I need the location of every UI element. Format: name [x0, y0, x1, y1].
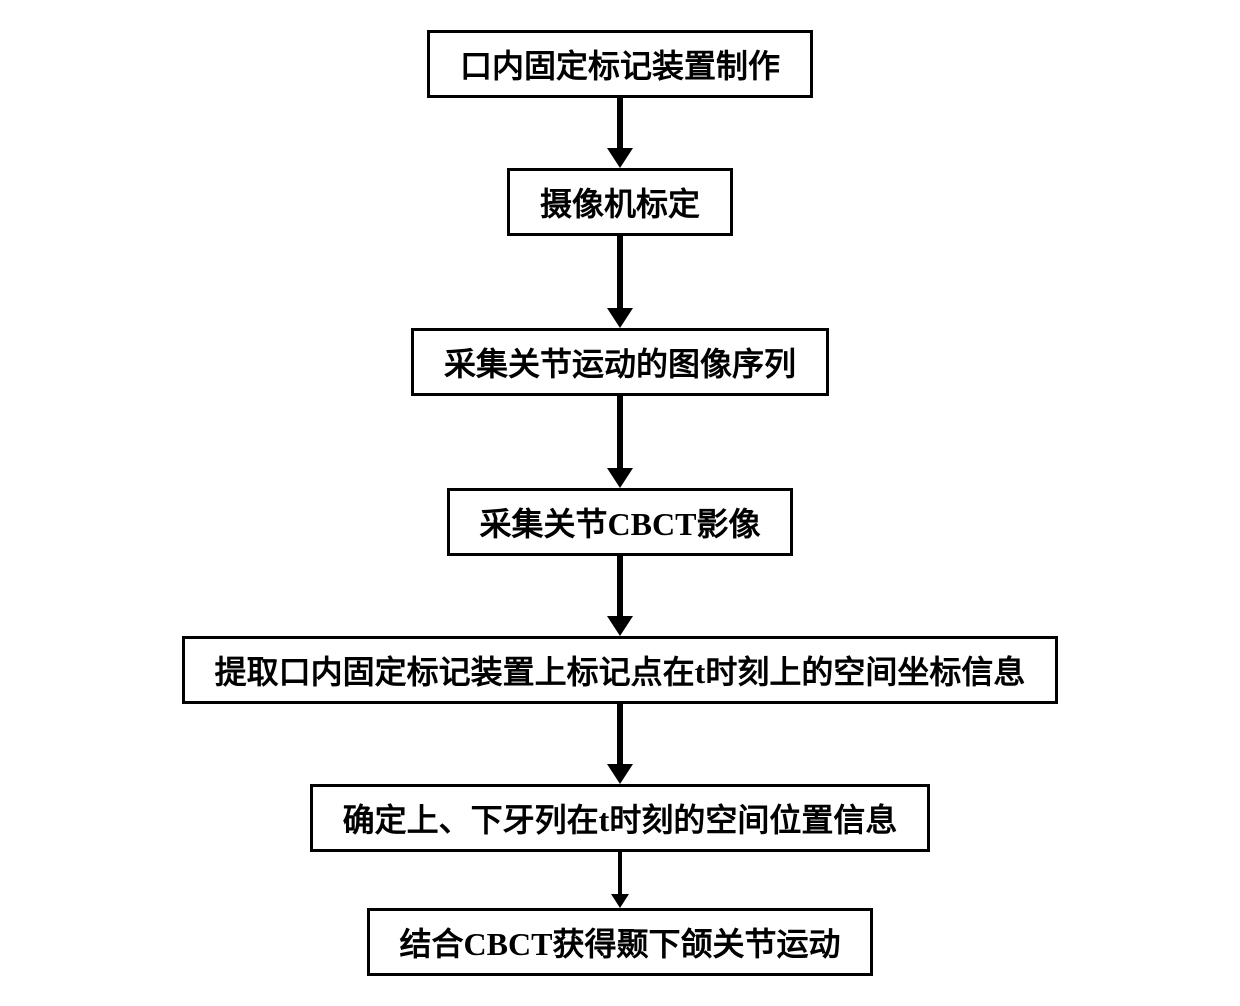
arrow-head-icon — [607, 468, 633, 488]
arrow-line — [618, 852, 622, 894]
arrow-head-icon — [607, 308, 633, 328]
flow-arrow-n5-n6 — [607, 704, 633, 784]
flow-arrow-n6-n7 — [611, 852, 629, 908]
arrow-head-icon — [607, 764, 633, 784]
arrow-head-icon — [607, 616, 633, 636]
arrow-head-icon — [611, 894, 629, 908]
arrow-line — [617, 556, 623, 616]
arrow-line — [617, 98, 623, 148]
flow-node-n1: 口内固定标记装置制作 — [427, 30, 813, 98]
flow-node-n7: 结合CBCT获得颞下颌关节运动 — [367, 908, 874, 976]
arrow-head-icon — [607, 148, 633, 168]
flow-node-n5: 提取口内固定标记装置上标记点在t时刻上的空间坐标信息 — [182, 636, 1059, 704]
flow-node-n2: 摄像机标定 — [507, 168, 733, 236]
flow-arrow-n3-n4 — [607, 396, 633, 488]
arrow-line — [617, 704, 623, 764]
flow-arrow-n2-n3 — [607, 236, 633, 328]
flow-node-n6: 确定上、下牙列在t时刻的空间位置信息 — [310, 784, 931, 852]
flow-node-n3: 采集关节运动的图像序列 — [411, 328, 829, 396]
flow-arrow-n1-n2 — [607, 98, 633, 168]
arrow-line — [617, 236, 623, 308]
flow-arrow-n4-n5 — [607, 556, 633, 636]
flowchart-container: 口内固定标记装置制作摄像机标定采集关节运动的图像序列采集关节CBCT影像提取口内… — [70, 30, 1170, 976]
arrow-line — [617, 396, 623, 468]
flow-node-n4: 采集关节CBCT影像 — [447, 488, 794, 556]
